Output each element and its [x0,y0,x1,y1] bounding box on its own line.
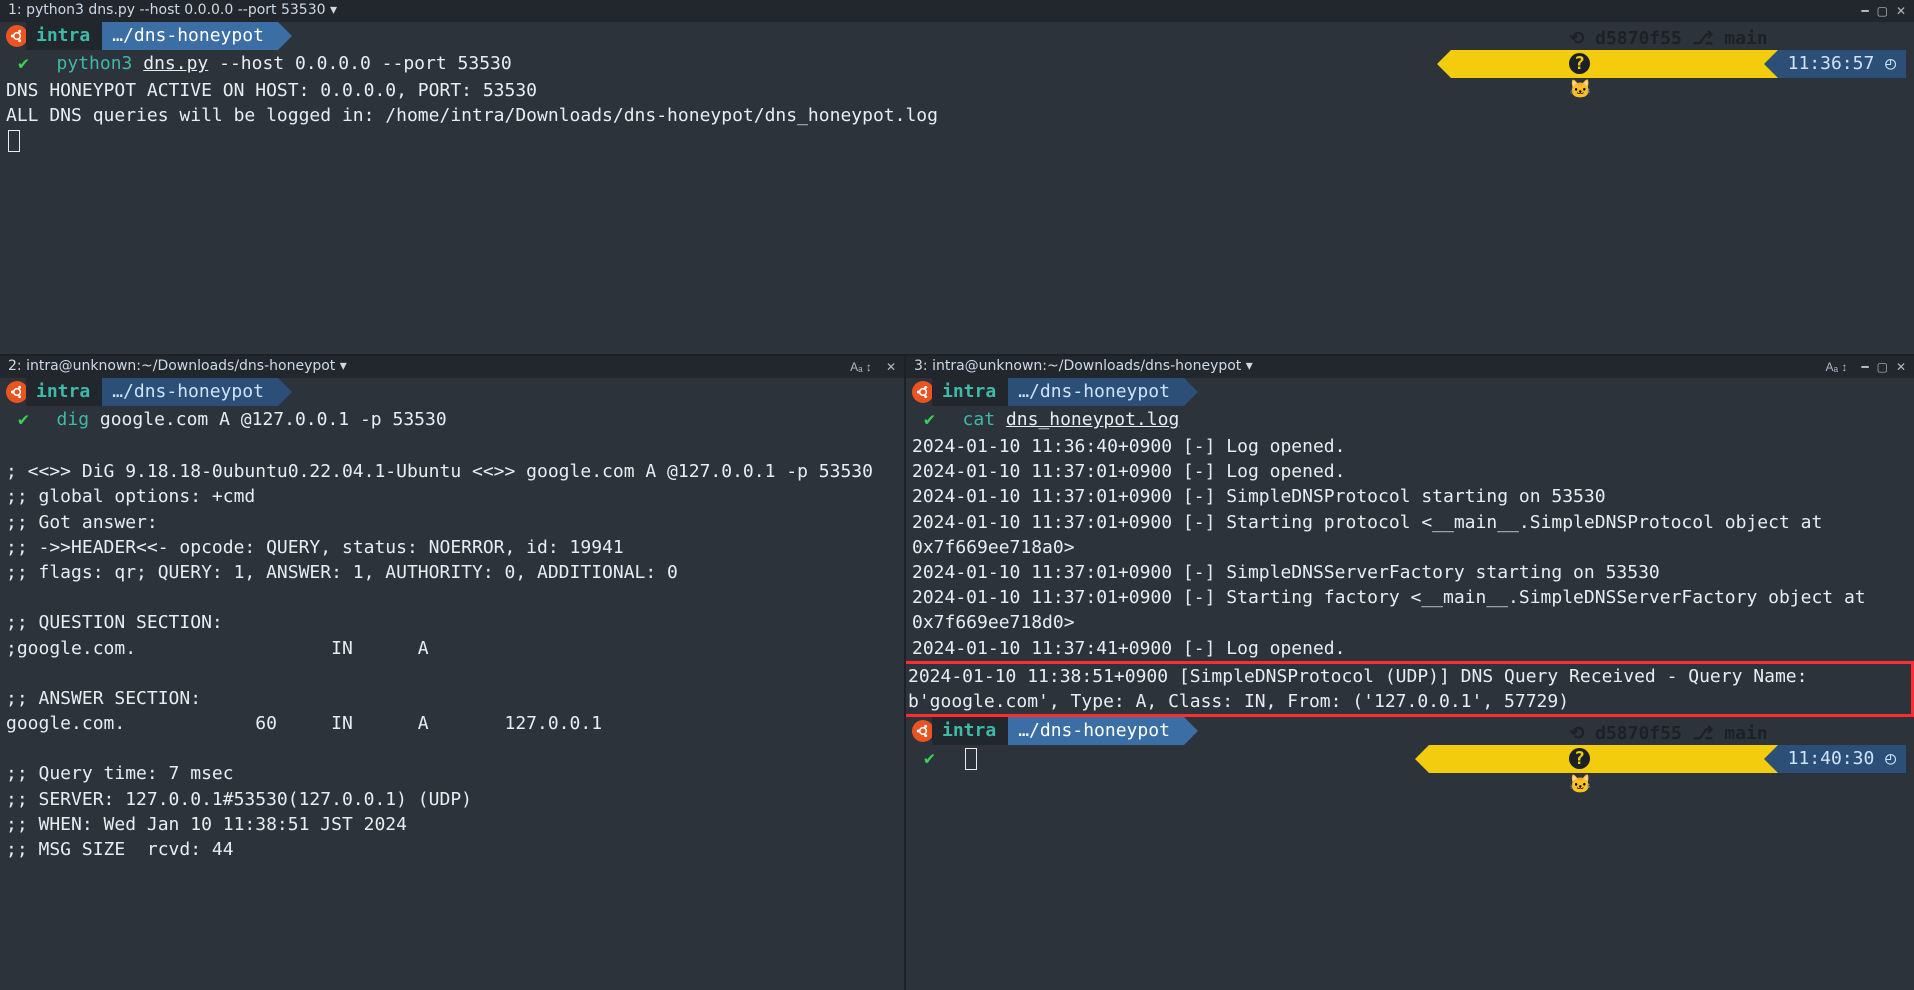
cursor [8,130,20,152]
status-bar-br-right: ⟲ d5870f55 ⎇ main ? 🐱 11:40:30 ◴ [1429,745,1906,773]
prompt-line-br: intra …/dns-honeypot [906,378,1914,406]
command-line-br-2: ✔ ⟲ d5870f55 ⎇ main ? 🐱 11:40:30 ◴ [906,745,1914,773]
prompt-user-seg: intra [26,378,104,406]
ubuntu-icon [6,381,28,403]
clock-icon: ◴ [1885,748,1896,769]
titlebar-label: 1: python3 dns.py --host 0.0.0.0 --port … [8,1,337,21]
prompt-path-seg: …/dns-honeypot [1008,378,1184,406]
cmd-prefix: python3 [57,51,133,76]
terminal-pane-top: 1: python3 dns.py --host 0.0.0.0 --port … [0,0,1914,356]
command-line-br: ✔ cat dns_honeypot.log [906,406,1914,434]
cmd-args: --host 0.0.0.0 --port 53530 [208,51,511,76]
check-icon: ✔ [924,407,935,432]
titlebar-bl[interactable]: 2: intra@unknown:~/Downloads/dns-honeypo… [0,356,904,378]
maximize-icon[interactable]: ▢ [1877,3,1888,20]
font-toggle-icon[interactable]: Aₐ ↕ [850,359,872,376]
close-icon[interactable]: ✕ [886,359,896,376]
titlebar-label: 2: intra@unknown:~/Downloads/dns-honeypo… [8,357,347,377]
clock-seg: 11:36:57 ◴ [1778,50,1906,78]
minimize-icon[interactable]: ━ [1861,359,1868,376]
maximize-icon[interactable]: ▢ [1877,359,1888,376]
ubuntu-icon [912,720,934,742]
cmd-args: google.com A @127.0.0.1 -p 53530 [89,407,447,432]
prompt-user-seg: intra [932,717,1010,745]
cmd-prefix: dig [57,407,90,432]
minimize-icon[interactable]: ━ [1861,3,1868,20]
close-icon[interactable]: ✕ [1896,3,1906,20]
prompt-path-seg: …/dns-honeypot [1008,717,1184,745]
close-icon[interactable]: ✕ [1896,359,1906,376]
cmd-prefix: cat [963,407,996,432]
prompt-user-seg: intra [26,22,104,50]
cmd-file: dns_honeypot.log [1006,407,1179,432]
git-status-seg: ⟲ d5870f55 ⎇ main ? 🐱 [1429,745,1777,773]
prompt-path-seg: …/dns-honeypot [102,378,278,406]
ubuntu-icon [6,25,28,47]
check-icon: ✔ [924,746,935,771]
terminal-pane-bottom-right: 3: intra@unknown:~/Downloads/dns-honeypo… [904,356,1914,990]
command-line-top: ✔ python3 dns.py --host 0.0.0.0 --port 5… [0,50,1914,78]
command-line-bl: ✔ dig google.com A @127.0.0.1 -p 53530 [0,406,904,434]
titlebar-br[interactable]: 3: intra@unknown:~/Downloads/dns-honeypo… [906,356,1914,378]
clock-seg: 11:40:30 ◴ [1778,745,1906,773]
git-status-seg: ⟲ d5870f55 ⎇ main ? 🐱 [1451,50,1778,78]
prompt-user-seg: intra [932,378,1010,406]
terminal-pane-bottom-left: 2: intra@unknown:~/Downloads/dns-honeypo… [0,356,904,990]
prompt-path-seg: …/dns-honeypot [102,22,278,50]
font-toggle-icon[interactable]: Aₐ ↕ [1826,359,1848,376]
prompt-line-bl: intra …/dns-honeypot [0,378,904,406]
titlebar-label: 3: intra@unknown:~/Downloads/dns-honeypo… [914,357,1253,377]
status-bar-top-right: ⟲ d5870f55 ⎇ main ? 🐱 11:36:57 ◴ [1451,50,1906,78]
cmd-script: dns.py [143,51,208,76]
github-icon: 🐱 [1569,79,1591,100]
cursor [965,748,977,770]
ubuntu-icon [912,381,934,403]
github-icon: 🐱 [1569,774,1591,795]
check-icon: ✔ [18,51,29,76]
terminal-output-br: 2024-01-10 11:36:40+0900 [-] Log opened.… [906,434,1914,773]
clock-icon: ◴ [1885,53,1896,74]
check-icon: ✔ [18,407,29,432]
terminal-output-bl: ; <<>> DiG 9.18.18-0ubuntu0.22.04.1-Ubun… [0,434,904,862]
